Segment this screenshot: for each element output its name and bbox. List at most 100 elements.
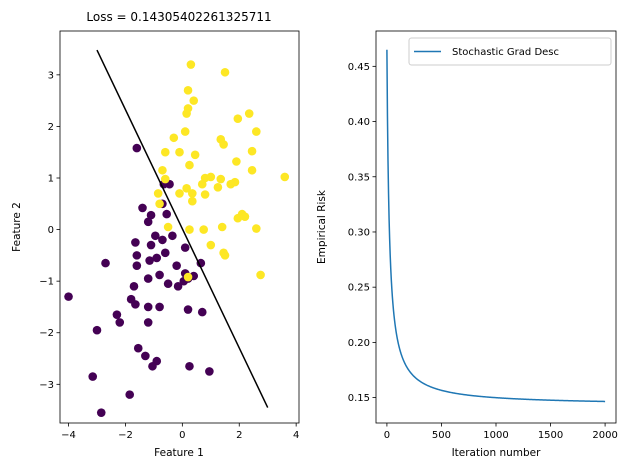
class1-point: [154, 189, 163, 198]
class0-point: [158, 236, 167, 245]
class1-point: [221, 251, 230, 260]
class0-point: [133, 251, 142, 260]
risk-y-ticks: 0.150.200.250.300.350.400.45: [348, 62, 376, 404]
class1-point: [161, 175, 170, 184]
class1-point: [158, 166, 167, 175]
class0-point: [155, 303, 164, 312]
scatter-plot-area: [60, 31, 299, 423]
risk-y-tick-label: 0.25: [348, 283, 370, 294]
class1-point: [201, 190, 210, 199]
class0-point: [205, 367, 214, 376]
scatter-x-tick-label: 4: [293, 430, 299, 441]
class0-point: [131, 238, 140, 247]
risk-y-tick-label: 0.15: [348, 393, 370, 404]
class0-point: [101, 259, 110, 268]
class1-point: [280, 173, 289, 182]
class0-point: [144, 318, 153, 327]
class0-point: [115, 318, 124, 327]
class0-point: [147, 241, 156, 250]
scatter-x-tick-label: −2: [118, 430, 133, 441]
class0-point: [97, 408, 106, 417]
scatter-y-tick-label: 0: [48, 225, 54, 236]
scatter-y-label: Feature 2: [11, 202, 23, 252]
scatter-x-ticks: −4 −2 0 2 4: [61, 423, 299, 441]
class1-point: [189, 96, 198, 105]
class0-point: [152, 254, 161, 263]
class0-point: [172, 261, 181, 270]
class0-point: [134, 344, 143, 353]
scatter-title: Loss = 0.14305402261325711: [86, 10, 271, 24]
scatter-y-tick-label: 2: [48, 122, 54, 133]
class0-point: [155, 271, 164, 280]
class1-point: [221, 68, 230, 77]
class0-point: [161, 248, 170, 257]
class0-point: [88, 372, 97, 381]
scatter-y-tick-label: −3: [39, 380, 54, 391]
risk-x-ticks: 0 500 1000 1500 2000: [384, 423, 618, 441]
class1-point: [232, 157, 241, 166]
risk-y-tick-label: 0.30: [348, 227, 370, 238]
risk-x-label: Iteration number: [452, 447, 542, 459]
class1-point: [188, 197, 197, 206]
scatter-x-tick-label: 2: [236, 430, 242, 441]
scatter-y-tick-label: −1: [39, 277, 54, 288]
class0-point: [141, 352, 150, 361]
scatter-y-tick-label: 1: [48, 174, 54, 185]
risk-x-tick-label: 2000: [592, 430, 617, 441]
class0-point: [168, 231, 177, 240]
scatter-y-tick-label: −2: [39, 328, 54, 339]
class1-point: [181, 127, 190, 136]
scatter-y-ticks: −3 −2 −1 0 1 2 3: [39, 70, 60, 390]
scatter-x-tick-label: 0: [179, 430, 185, 441]
class1-point: [170, 133, 179, 142]
class1-point: [248, 166, 257, 175]
class1-point: [252, 127, 261, 136]
class0-point: [144, 303, 153, 312]
class1-point: [226, 180, 235, 189]
class1-point: [155, 199, 164, 208]
class1-point: [248, 147, 257, 156]
scatter-x-label: Feature 1: [154, 447, 204, 459]
legend-label: Stochastic Grad Desc: [452, 47, 559, 58]
class1-point: [191, 150, 200, 159]
class1-point: [175, 148, 184, 157]
risk-x-tick-label: 500: [432, 430, 451, 441]
class1-point: [206, 173, 215, 182]
class1-point: [214, 183, 223, 192]
class0-point: [164, 279, 173, 288]
risk-y-label: Empirical Risk: [316, 189, 328, 264]
scatter-y-tick-label: 3: [48, 70, 54, 81]
risk-x-tick-label: 0: [384, 430, 390, 441]
class1-point: [187, 60, 196, 69]
class1-point: [198, 180, 207, 189]
class0-point: [198, 308, 207, 317]
class1-point: [188, 189, 197, 198]
class0-point: [138, 204, 147, 213]
class1-point: [218, 223, 227, 232]
legend: Stochastic Grad Desc: [409, 38, 611, 65]
class1-point: [184, 273, 193, 282]
class0-point: [133, 261, 142, 270]
decision-boundary-line: [97, 50, 268, 407]
class0-point: [144, 274, 153, 283]
class1-point: [245, 109, 254, 118]
class1-point: [219, 140, 228, 149]
class1-point: [175, 189, 184, 198]
class0-point: [144, 218, 153, 227]
class0-point: [93, 326, 102, 335]
class1-point: [185, 161, 194, 170]
risk-panel: 0 500 1000 1500 2000 0.15 0.20 0.25 0.30 0.35 0.4…: [316, 31, 618, 459]
class0-point: [185, 362, 194, 371]
class1-point: [164, 223, 173, 232]
risk-y-tick-label: 0.45: [348, 62, 370, 73]
class1-point: [199, 225, 208, 234]
class1-point: [184, 86, 193, 95]
class1-point: [256, 271, 265, 280]
class1-point: [234, 214, 243, 223]
class0-point: [130, 282, 139, 291]
scatter-points: [64, 60, 289, 417]
risk-x-tick-label: 1500: [538, 430, 563, 441]
risk-y-tick-label: 0.20: [348, 338, 370, 349]
class1-point: [182, 109, 191, 118]
